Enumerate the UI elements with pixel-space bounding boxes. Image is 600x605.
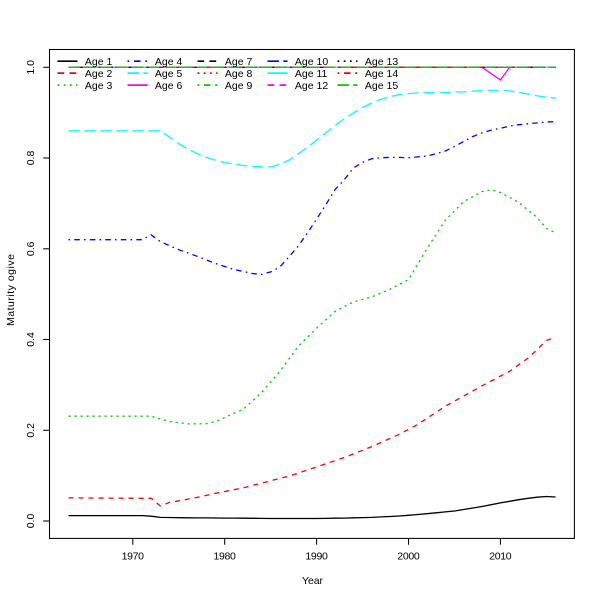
- svg-text:2000: 2000: [397, 551, 420, 563]
- svg-text:Age 5: Age 5: [155, 68, 183, 80]
- svg-text:1980: 1980: [214, 551, 237, 563]
- svg-text:Age 3: Age 3: [85, 80, 113, 92]
- svg-text:Age 10: Age 10: [295, 56, 328, 68]
- svg-text:Age 9: Age 9: [225, 80, 253, 92]
- svg-text:1970: 1970: [122, 551, 145, 563]
- svg-text:Age 6: Age 6: [155, 80, 183, 92]
- svg-text:0.0: 0.0: [25, 514, 37, 529]
- svg-text:0.4: 0.4: [25, 332, 37, 347]
- svg-text:Year: Year: [302, 575, 324, 587]
- svg-text:Age 2: Age 2: [85, 68, 113, 80]
- svg-text:Age 7: Age 7: [225, 56, 253, 68]
- svg-text:Age 13: Age 13: [365, 56, 398, 68]
- svg-text:Maturity ogive: Maturity ogive: [5, 254, 17, 326]
- svg-text:0.6: 0.6: [25, 241, 37, 256]
- svg-text:Age 1: Age 1: [85, 56, 113, 68]
- svg-text:2010: 2010: [489, 551, 512, 563]
- svg-text:Age 14: Age 14: [365, 68, 398, 80]
- svg-text:1990: 1990: [305, 551, 328, 563]
- svg-text:Age 15: Age 15: [365, 80, 398, 92]
- svg-text:0.2: 0.2: [25, 423, 37, 438]
- svg-text:Age 12: Age 12: [295, 80, 328, 92]
- svg-text:0.8: 0.8: [25, 151, 37, 166]
- svg-text:Age 8: Age 8: [225, 68, 253, 80]
- svg-text:Age 11: Age 11: [295, 68, 328, 80]
- svg-text:Age 4: Age 4: [155, 56, 183, 68]
- svg-text:1.0: 1.0: [25, 60, 37, 75]
